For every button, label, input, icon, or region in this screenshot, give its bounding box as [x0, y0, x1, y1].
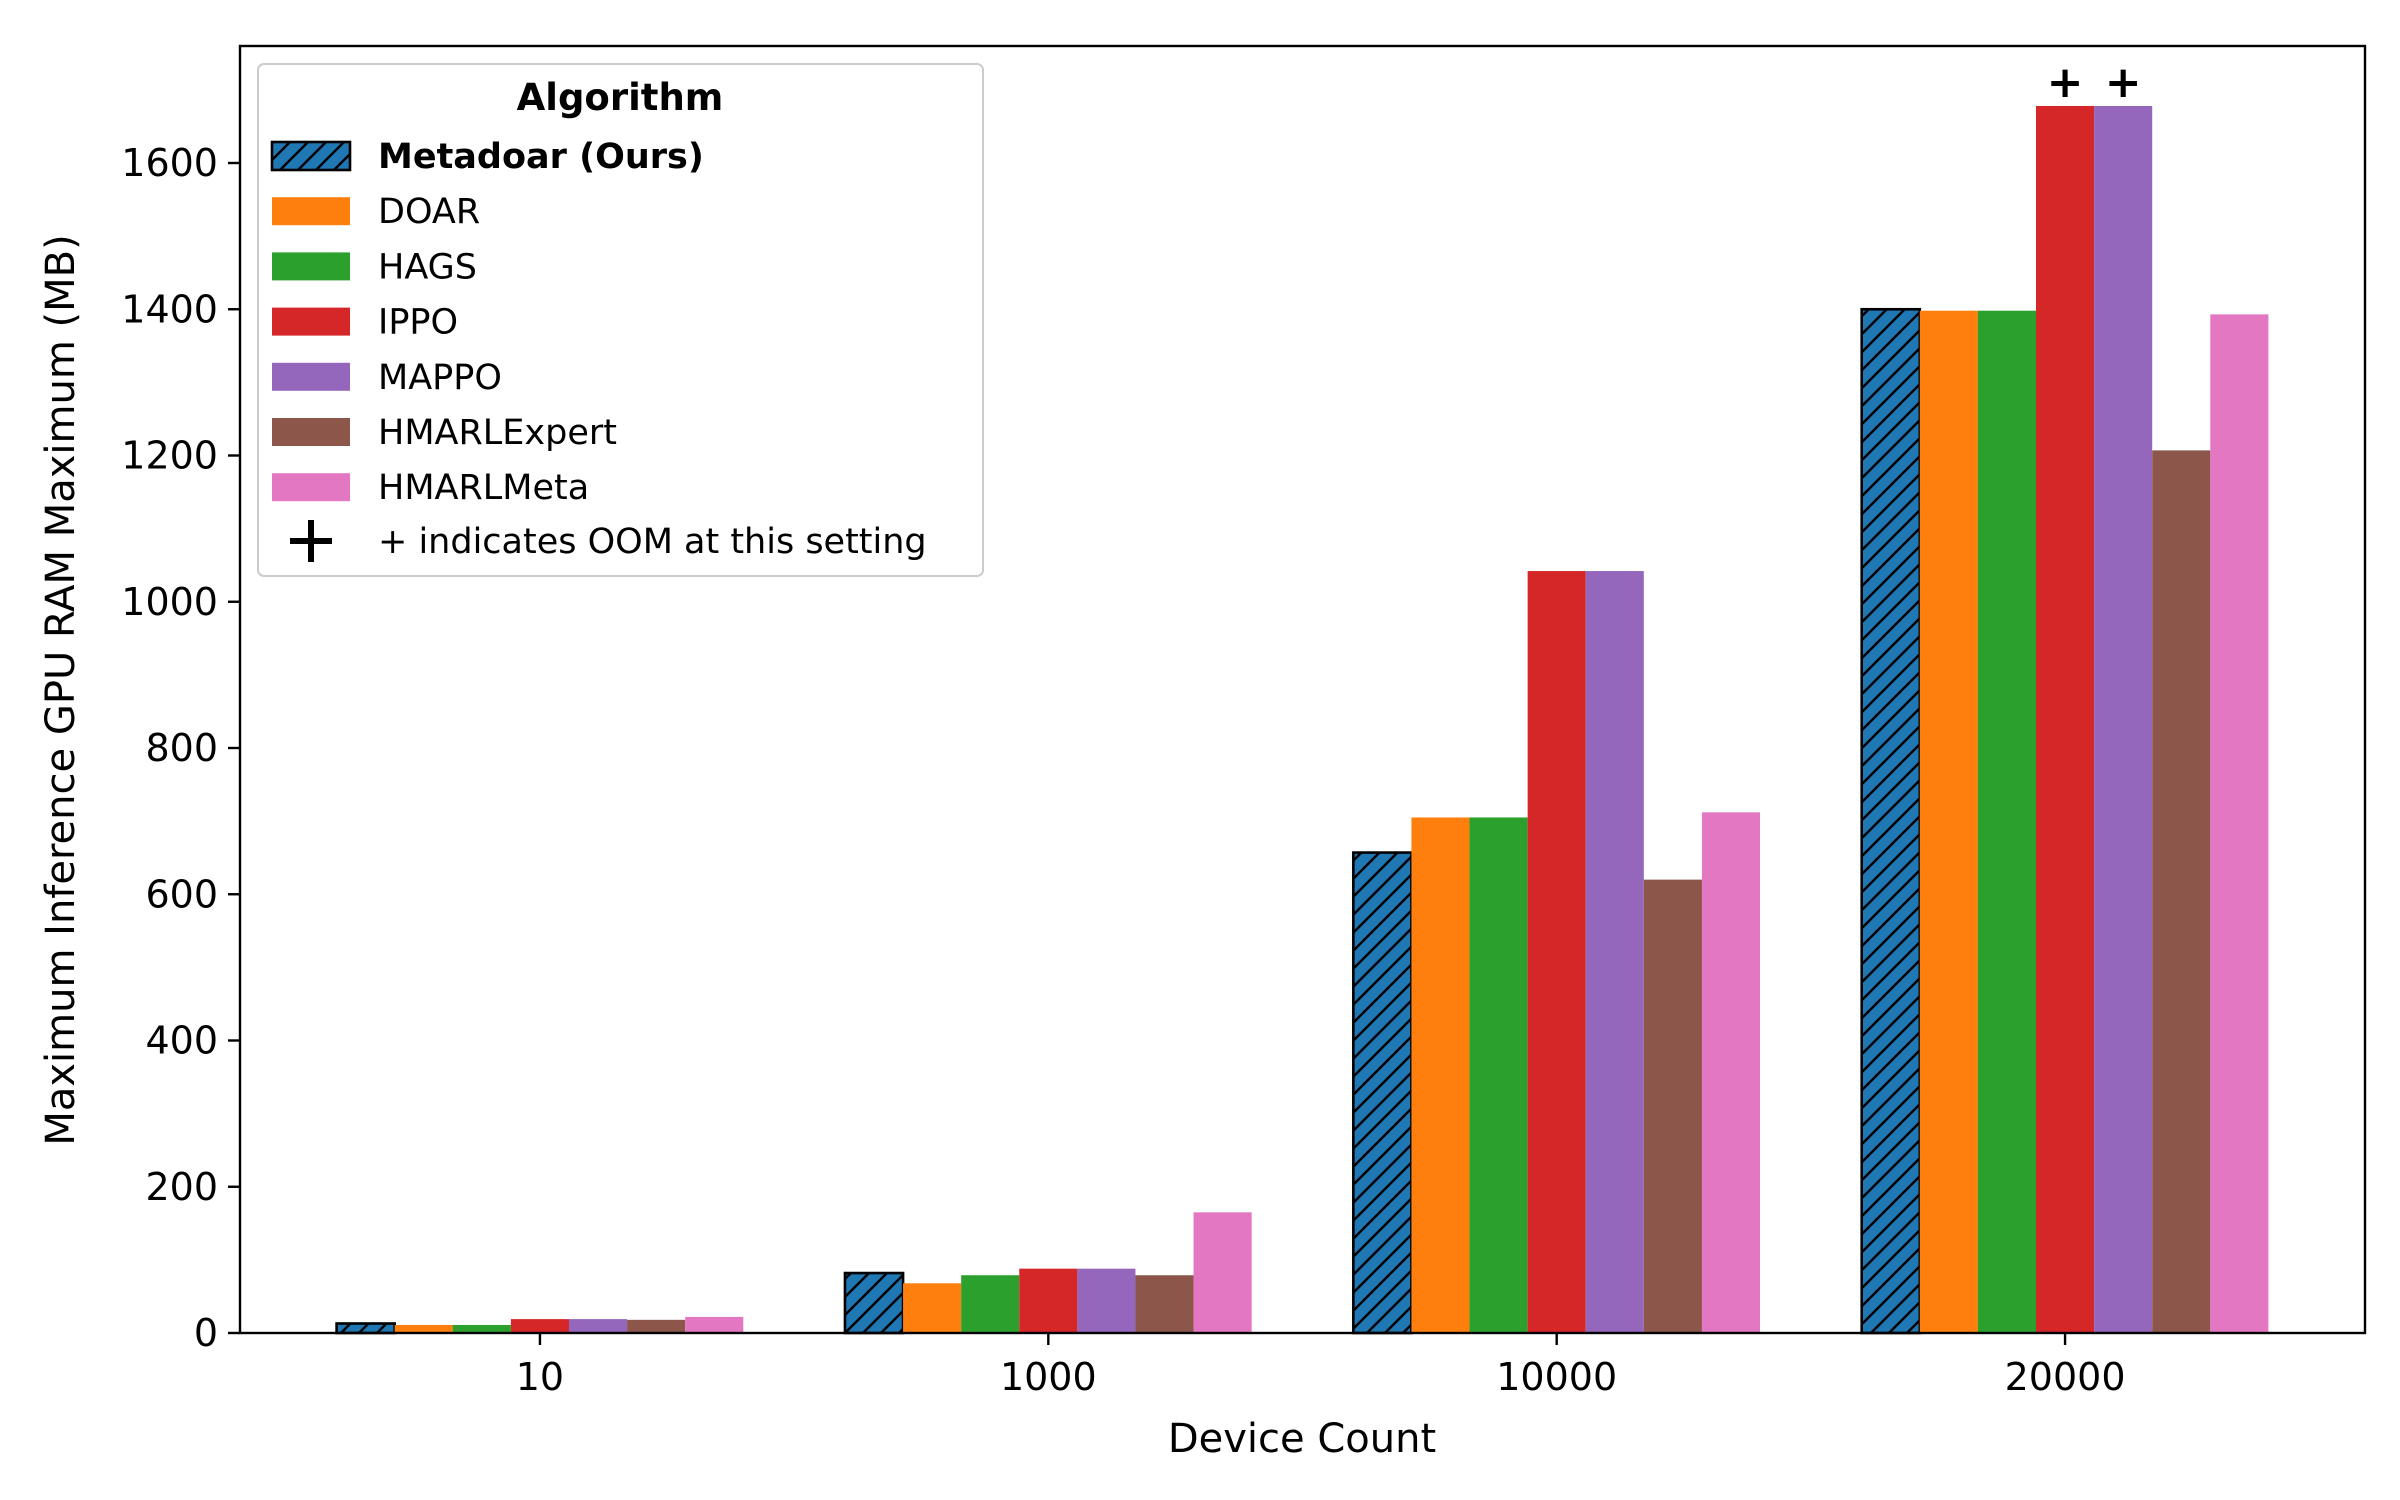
y-tick-label: 1000 — [121, 580, 218, 624]
x-axis-label: Device Count — [1168, 1416, 1436, 1462]
bar — [452, 1324, 511, 1333]
bar — [1469, 817, 1528, 1333]
bar — [2210, 314, 2269, 1333]
x-tick-label: 1000 — [1000, 1355, 1097, 1399]
legend-swatch — [270, 140, 352, 172]
bar — [1077, 1268, 1136, 1333]
legend: Algorithm Metadoar (Ours) DOAR HAGS IPPO MAP… — [257, 63, 984, 577]
bar — [1643, 879, 1702, 1333]
legend-swatch — [272, 307, 350, 336]
y-axis: 0 200 400 600 800 1000 1200 1400 1600 — [121, 141, 240, 1355]
legend-swatch — [272, 362, 350, 391]
legend-swatch — [272, 473, 350, 502]
bar — [1585, 571, 1644, 1333]
legend-title: Algorithm — [517, 76, 724, 119]
bar — [1919, 310, 1978, 1333]
bar — [2094, 105, 2153, 1333]
bar — [903, 1283, 962, 1333]
y-tick-label: 400 — [145, 1019, 218, 1063]
legend-label: MAPPO — [378, 358, 502, 398]
legend-label: Metadoar (Ours) — [378, 137, 704, 177]
y-tick-label: 0 — [194, 1311, 218, 1355]
legend-swatch — [272, 197, 350, 226]
x-axis: 10 1000 10000 20000 — [516, 1333, 2126, 1399]
bar — [961, 1275, 1020, 1333]
bar — [335, 1322, 396, 1335]
legend-label: HMARLMeta — [378, 468, 589, 508]
bar — [1860, 307, 1922, 1335]
bar — [1977, 310, 2037, 1333]
legend-oom-label: + indicates OOM at this setting — [378, 522, 927, 562]
bar — [1352, 851, 1413, 1335]
bar — [510, 1319, 569, 1333]
bar — [2036, 105, 2095, 1333]
bar — [1135, 1275, 1194, 1333]
y-tick-label: 1600 — [121, 141, 218, 185]
bar — [843, 1271, 905, 1335]
legend-box — [257, 63, 984, 577]
x-tick-label: 10 — [516, 1355, 564, 1399]
y-tick-label: 200 — [145, 1165, 218, 1209]
legend-label: IPPO — [378, 303, 458, 343]
legend-label: HAGS — [378, 247, 477, 287]
x-tick-label: 20000 — [2005, 1355, 2126, 1399]
legend-label: HMARLExpert — [378, 413, 617, 453]
bar — [1527, 571, 1586, 1333]
bar — [394, 1324, 453, 1333]
legend-label: DOAR — [378, 192, 480, 232]
legend-items: Metadoar (Ours) DOAR HAGS IPPO MAPPO HMARLExp… — [270, 137, 704, 508]
y-tick-label: 1400 — [121, 287, 218, 331]
legend-swatch — [272, 418, 350, 446]
oom-marker: + — [2105, 57, 2142, 108]
bar — [1701, 812, 1761, 1333]
y-tick-label: 600 — [145, 872, 218, 916]
legend-swatch — [272, 252, 350, 281]
bar — [1193, 1212, 1252, 1333]
y-tick-label: 800 — [145, 726, 218, 770]
oom-markers: + + — [2047, 57, 2142, 108]
y-tick-label: 1200 — [121, 434, 218, 478]
bar — [685, 1316, 744, 1333]
bar — [1411, 817, 1470, 1333]
x-tick-label: 10000 — [1496, 1355, 1617, 1399]
legend-oom-entry: + indicates OOM at this setting — [290, 520, 927, 562]
bars-layer — [335, 105, 2269, 1335]
bar — [1019, 1268, 1078, 1333]
plot-frame — [238, 44, 2367, 1335]
y-axis-label: Maximum Inference GPU RAM Maximum (MB) — [38, 234, 84, 1145]
bar — [568, 1319, 628, 1333]
bar — [627, 1319, 686, 1333]
bar — [2152, 450, 2211, 1334]
oom-marker: + — [2047, 57, 2084, 108]
